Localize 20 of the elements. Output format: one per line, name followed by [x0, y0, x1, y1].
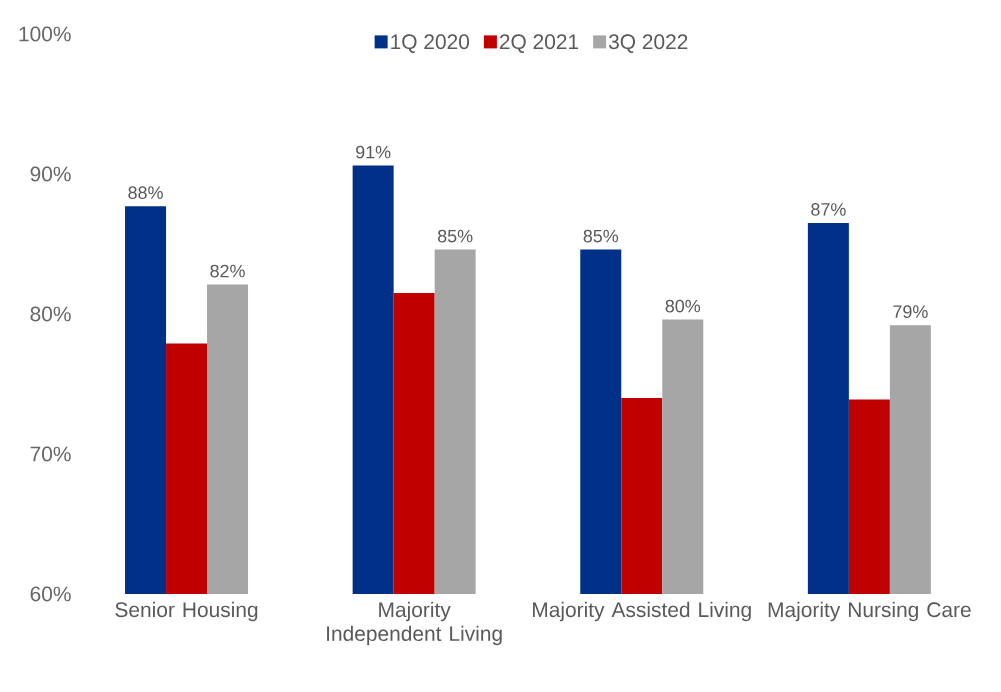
y-tick-label: 80% [30, 306, 71, 322]
data-label: 87% [811, 203, 846, 216]
legend-label: 2Q 2021 [499, 34, 579, 53]
x-tick-label: Majority Nursing Care [768, 601, 971, 622]
data-label: 82% [210, 264, 245, 278]
y-tick-label: 60% [30, 586, 71, 602]
y-tick-label: 70% [30, 446, 71, 462]
x-tick-label: Majority Assisted Living [533, 601, 751, 622]
data-label: 79% [893, 305, 928, 318]
y-tick-label: 100% [19, 26, 71, 42]
data-label: 80% [665, 299, 701, 313]
legend-label: 1Q 2020 [391, 34, 470, 53]
data-label: 85% [583, 229, 619, 243]
x-tick-label: Senior Housing [115, 601, 258, 622]
data-label: 91% [356, 145, 391, 159]
x-tick-label: Majority Independent Living [327, 601, 502, 646]
data-label: 88% [128, 186, 163, 199]
data-label: 85% [437, 229, 473, 243]
legend-label: 3Q 2022 [608, 34, 688, 53]
y-tick-label: 90% [30, 166, 71, 182]
